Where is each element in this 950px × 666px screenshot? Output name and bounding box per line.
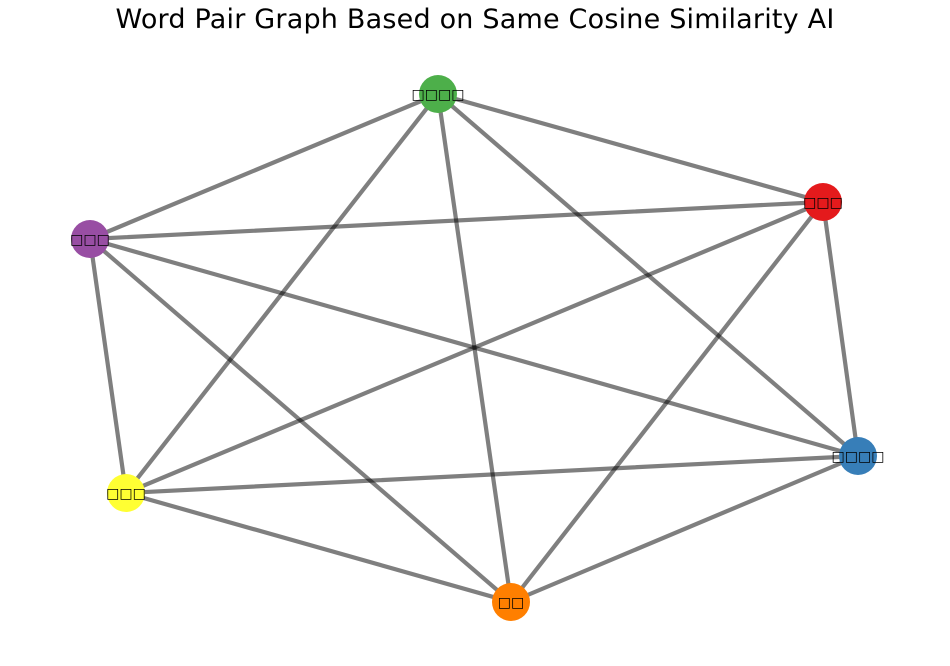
node-circle-green[interactable] (419, 75, 457, 113)
node-yellow[interactable]: □□□ (106, 474, 146, 512)
node-label-green: □□□□ (412, 87, 465, 103)
node-circle-purple[interactable] (71, 220, 109, 258)
edge-green-red (435, 91, 826, 205)
graph-title: Word Pair Graph Based on Same Cosine Sim… (115, 4, 835, 35)
node-label-blue: □□□□ (832, 449, 885, 465)
node-circle-red[interactable] (804, 183, 842, 221)
edge-purple-yellow (87, 236, 129, 496)
node-label-orange: □□ (498, 595, 524, 611)
node-circle-yellow[interactable] (107, 474, 145, 512)
node-circle-blue[interactable] (839, 437, 877, 475)
edge-green-purple (87, 91, 441, 242)
node-red[interactable]: □□□ (803, 183, 843, 221)
node-label-purple: □□□ (70, 232, 110, 248)
edge-purple-orange (87, 236, 514, 605)
node-label-red: □□□ (803, 195, 843, 211)
node-green[interactable]: □□□□ (412, 75, 465, 113)
node-orange[interactable]: □□ (492, 583, 530, 621)
node-circle-orange[interactable] (492, 583, 530, 621)
edges-layer (87, 91, 861, 605)
edge-blue-yellow (123, 453, 861, 496)
edge-red-purple (87, 199, 826, 242)
nodes-layer: □□□□□□□□□□□□□□□□□□□ (70, 75, 884, 621)
node-label-yellow: □□□ (106, 486, 146, 502)
node-purple[interactable]: □□□ (70, 220, 110, 258)
node-blue[interactable]: □□□□ (832, 437, 885, 475)
edge-blue-orange (508, 453, 861, 605)
edge-yellow-orange (123, 490, 514, 605)
edge-purple-blue (87, 236, 861, 459)
edge-red-blue (820, 199, 861, 459)
